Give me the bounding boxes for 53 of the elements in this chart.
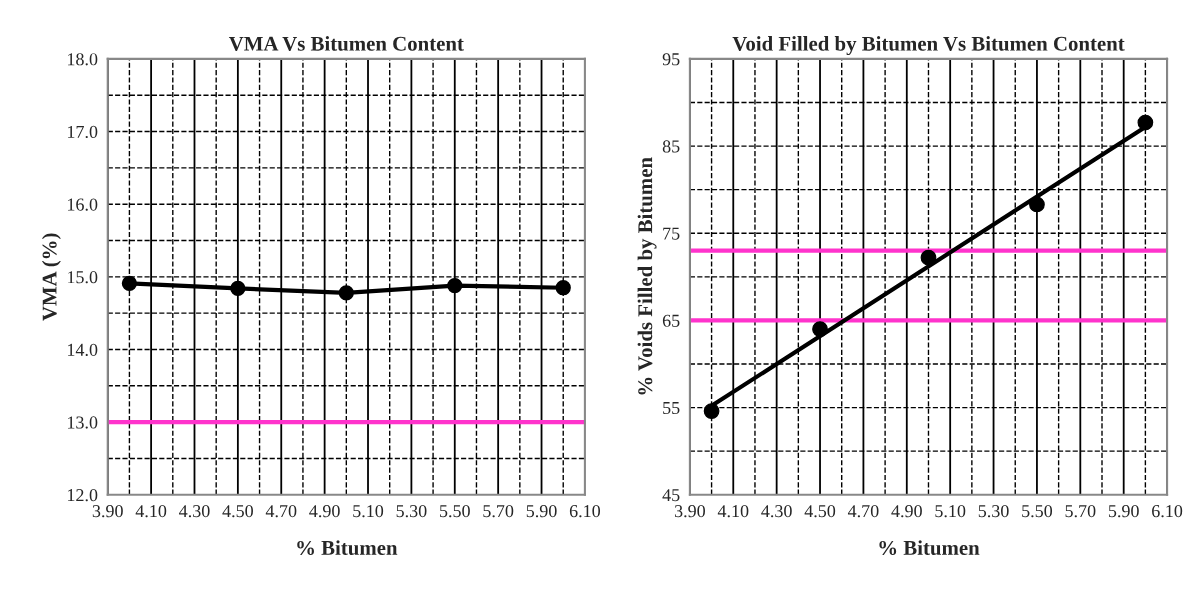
x-tick-label: 4.30 (179, 505, 210, 518)
x-tick-label: 4.30 (761, 505, 792, 518)
y-axis-title: VMA (%) (41, 233, 61, 321)
point (812, 321, 828, 338)
y-tick-label: 18.0 (68, 53, 98, 66)
x-tick-label: 4.10 (135, 505, 167, 518)
x-tick-label: 6.10 (1152, 505, 1183, 518)
x-tick-label: 5.90 (526, 505, 557, 518)
x-tick-label: 4.70 (847, 505, 879, 518)
x-axis-title: % Bitumen (879, 540, 980, 556)
x-tick-label: 3.90 (92, 505, 123, 518)
point (121, 275, 138, 292)
x-tick-label: 4.90 (309, 505, 340, 518)
y-tick-label: 45 (662, 489, 680, 502)
x-tick-label: 6.10 (569, 505, 601, 518)
x-tick-label: 4.10 (717, 505, 749, 518)
x-tick-label: 5.50 (1022, 505, 1053, 518)
y-tick-label: 13.0 (68, 416, 98, 429)
y-tick-label: 16.0 (68, 198, 98, 211)
x-tick-label: 5.10 (935, 505, 966, 518)
x-tick-label: 5.90 (1108, 505, 1139, 518)
point (230, 280, 246, 297)
y-tick-label: 55 (663, 402, 680, 415)
y-tick-label: 12.0 (68, 489, 98, 502)
x-tick-label: 5.30 (978, 505, 1009, 518)
chart-title: VMA Vs Bitumen Content (228, 36, 464, 51)
point (703, 403, 720, 419)
y-tick-label: 15.0 (68, 271, 98, 284)
x-tick-label: 5.70 (483, 505, 514, 518)
point (555, 280, 571, 296)
point (338, 285, 354, 301)
x-tick-label: 5.30 (396, 505, 427, 518)
x-tick-label: 5.10 (353, 505, 384, 518)
chart-title: Void Filled by Bitumen Vs Bitumen Content (732, 36, 1125, 56)
y-axis-title: % Voids Filled by Bitumen (637, 157, 657, 395)
x-tick-label: 3.90 (674, 505, 705, 518)
point (447, 277, 463, 294)
y-tick-label: 75 (663, 227, 680, 240)
x-tick-label: 5.50 (440, 505, 470, 518)
x-tick-label: 4.90 (891, 505, 922, 518)
x-tick-label: 4.70 (265, 505, 297, 518)
x-tick-label: 4.50 (804, 505, 836, 518)
x-axis-title: % Bitumen (297, 540, 398, 556)
y-tick-label: 14.0 (68, 343, 98, 356)
point (1029, 196, 1045, 213)
y-tick-label: 85 (662, 140, 680, 153)
y-tick-label: 95 (662, 53, 680, 66)
y-tick-label: 17.0 (68, 125, 98, 139)
point (920, 249, 937, 266)
point (1137, 114, 1154, 131)
x-tick-label: 5.70 (1065, 505, 1096, 518)
x-tick-label: 4.50 (222, 505, 253, 518)
y-tick-label: 65 (662, 314, 680, 327)
